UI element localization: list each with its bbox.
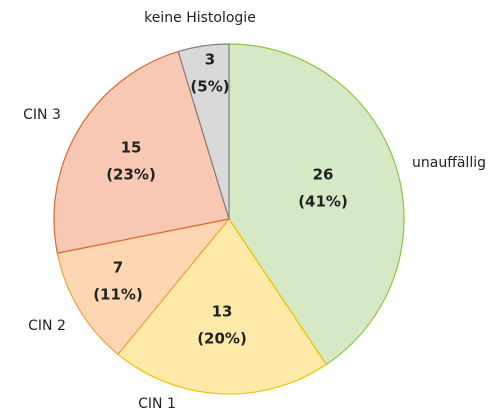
slice-value-label: 13 <box>212 303 233 321</box>
slice-value-label: 15 <box>121 139 142 157</box>
pie-slice <box>177 43 230 220</box>
slice-percent-label: (5%) <box>190 78 229 96</box>
pie-slice <box>117 217 328 395</box>
slice-value-label: 7 <box>113 259 123 277</box>
slice-category-label: CIN 2 <box>28 318 66 334</box>
slice-category-label: unauffällig <box>412 155 486 171</box>
pie-slice <box>56 218 231 356</box>
slice-percent-label: (41%) <box>298 193 348 211</box>
slice-category-label: CIN 1 <box>138 396 176 412</box>
slice-percent-label: (20%) <box>197 330 247 348</box>
slice-category-label: keine Histologie <box>144 10 256 26</box>
slice-value-label: 26 <box>313 166 334 184</box>
slice-percent-label: (23%) <box>106 166 156 184</box>
slice-value-label: 3 <box>205 51 215 69</box>
pie-slice <box>53 50 230 254</box>
slice-category-label: CIN 3 <box>23 107 61 123</box>
slice-percent-label: (11%) <box>93 286 143 304</box>
